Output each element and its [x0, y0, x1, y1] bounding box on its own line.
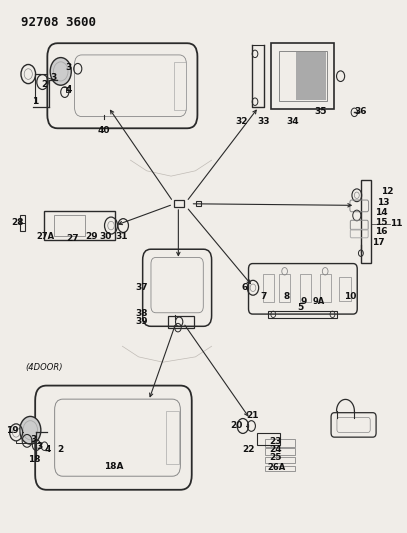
Bar — [196, 201, 201, 206]
Bar — [268, 311, 337, 318]
Bar — [257, 433, 280, 445]
Bar — [265, 466, 295, 471]
Circle shape — [20, 416, 41, 444]
Text: 20: 20 — [230, 421, 242, 430]
Text: 30: 30 — [99, 232, 112, 241]
Bar — [300, 274, 311, 302]
Text: 39: 39 — [135, 317, 148, 326]
Bar — [44, 211, 115, 240]
Text: 3: 3 — [31, 435, 37, 444]
Text: 2: 2 — [41, 80, 47, 89]
Text: 3: 3 — [36, 442, 42, 451]
Bar — [361, 180, 371, 263]
Text: 4: 4 — [66, 85, 72, 94]
Bar — [265, 448, 295, 455]
Text: 12: 12 — [381, 187, 394, 196]
Circle shape — [50, 58, 71, 85]
Text: 33: 33 — [257, 117, 270, 126]
Bar — [279, 274, 290, 302]
Bar — [166, 411, 179, 464]
Bar — [174, 200, 184, 207]
Text: (4DOOR): (4DOOR) — [25, 363, 63, 372]
Text: 26A: 26A — [267, 463, 286, 472]
Bar — [168, 317, 195, 328]
Bar — [271, 43, 334, 109]
Text: 37: 37 — [135, 283, 148, 292]
Text: 1: 1 — [32, 98, 38, 107]
Text: 27A: 27A — [37, 232, 55, 241]
Text: 40: 40 — [98, 126, 110, 135]
Text: 32: 32 — [236, 117, 248, 126]
Text: 27: 27 — [67, 234, 79, 243]
Bar — [265, 457, 295, 463]
Text: 29: 29 — [85, 232, 98, 241]
Text: 21: 21 — [247, 411, 259, 420]
Text: 13: 13 — [377, 198, 389, 207]
Bar — [319, 274, 331, 302]
Text: 23: 23 — [269, 437, 282, 446]
Text: 2: 2 — [57, 445, 63, 454]
Text: 38: 38 — [136, 309, 148, 318]
Text: 15: 15 — [375, 217, 387, 227]
Text: 16: 16 — [375, 227, 387, 236]
Text: 7: 7 — [260, 293, 267, 302]
Bar — [296, 52, 326, 100]
Text: 24: 24 — [269, 445, 282, 454]
Bar — [265, 439, 295, 447]
Text: 22: 22 — [243, 445, 255, 454]
Text: 10: 10 — [344, 293, 357, 302]
Text: 35: 35 — [314, 108, 326, 116]
Text: 31: 31 — [115, 232, 128, 241]
Text: 17: 17 — [372, 238, 385, 247]
Text: 11: 11 — [390, 220, 403, 229]
Text: 92708 3600: 92708 3600 — [21, 15, 96, 29]
Text: 3: 3 — [50, 74, 57, 83]
Bar — [174, 62, 186, 110]
Text: 19: 19 — [6, 426, 18, 435]
Text: 18A: 18A — [104, 462, 123, 471]
Text: 34: 34 — [287, 117, 299, 126]
Bar — [20, 215, 25, 231]
Text: 36: 36 — [354, 108, 367, 116]
Text: 4: 4 — [44, 445, 50, 454]
Text: 6: 6 — [241, 284, 247, 293]
Text: 9: 9 — [301, 297, 307, 306]
Bar — [263, 274, 274, 302]
Text: 14: 14 — [375, 208, 387, 217]
Text: 9A: 9A — [313, 297, 325, 306]
Text: 5: 5 — [297, 303, 303, 312]
Bar — [278, 51, 327, 101]
Bar — [55, 215, 85, 236]
Text: 28: 28 — [11, 218, 24, 227]
Text: 25: 25 — [269, 453, 282, 462]
Text: 8: 8 — [284, 293, 290, 302]
Text: 3: 3 — [66, 63, 72, 72]
Bar — [339, 277, 351, 301]
Text: 18: 18 — [28, 455, 40, 464]
